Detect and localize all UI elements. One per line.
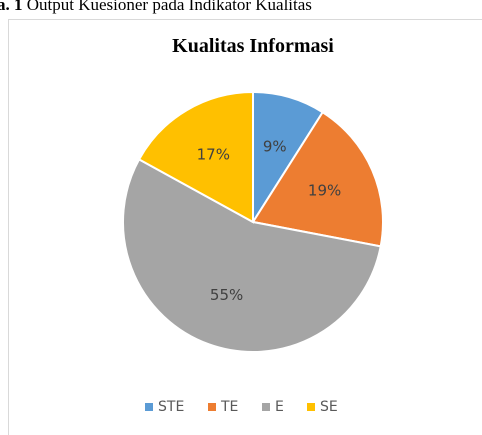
pie-slice — [251, 110, 384, 248]
pie-slice — [137, 90, 254, 224]
caption-number: a. 1 — [0, 0, 23, 14]
data-label: 19% — [308, 182, 341, 200]
chart-title: Kualitas Informasi — [172, 35, 334, 57]
data-label: 55% — [210, 286, 243, 304]
caption-text: Output Kuesioner pada Indikator Kualitas — [27, 0, 312, 14]
legend-swatch — [145, 403, 153, 411]
legend-label: E — [275, 399, 284, 415]
legend-label: STE — [158, 399, 184, 415]
legend-label: SE — [320, 399, 338, 415]
pie-slice — [122, 158, 382, 353]
legend-label: TE — [220, 399, 238, 415]
legend-swatch — [262, 403, 270, 411]
legend-swatch — [208, 403, 216, 411]
data-label: 9% — [263, 138, 287, 156]
caption: a. 1 Output Kuesioner pada Indikator Kua… — [0, 0, 312, 14]
legend-swatch — [307, 403, 315, 411]
data-label: 17% — [197, 145, 230, 163]
